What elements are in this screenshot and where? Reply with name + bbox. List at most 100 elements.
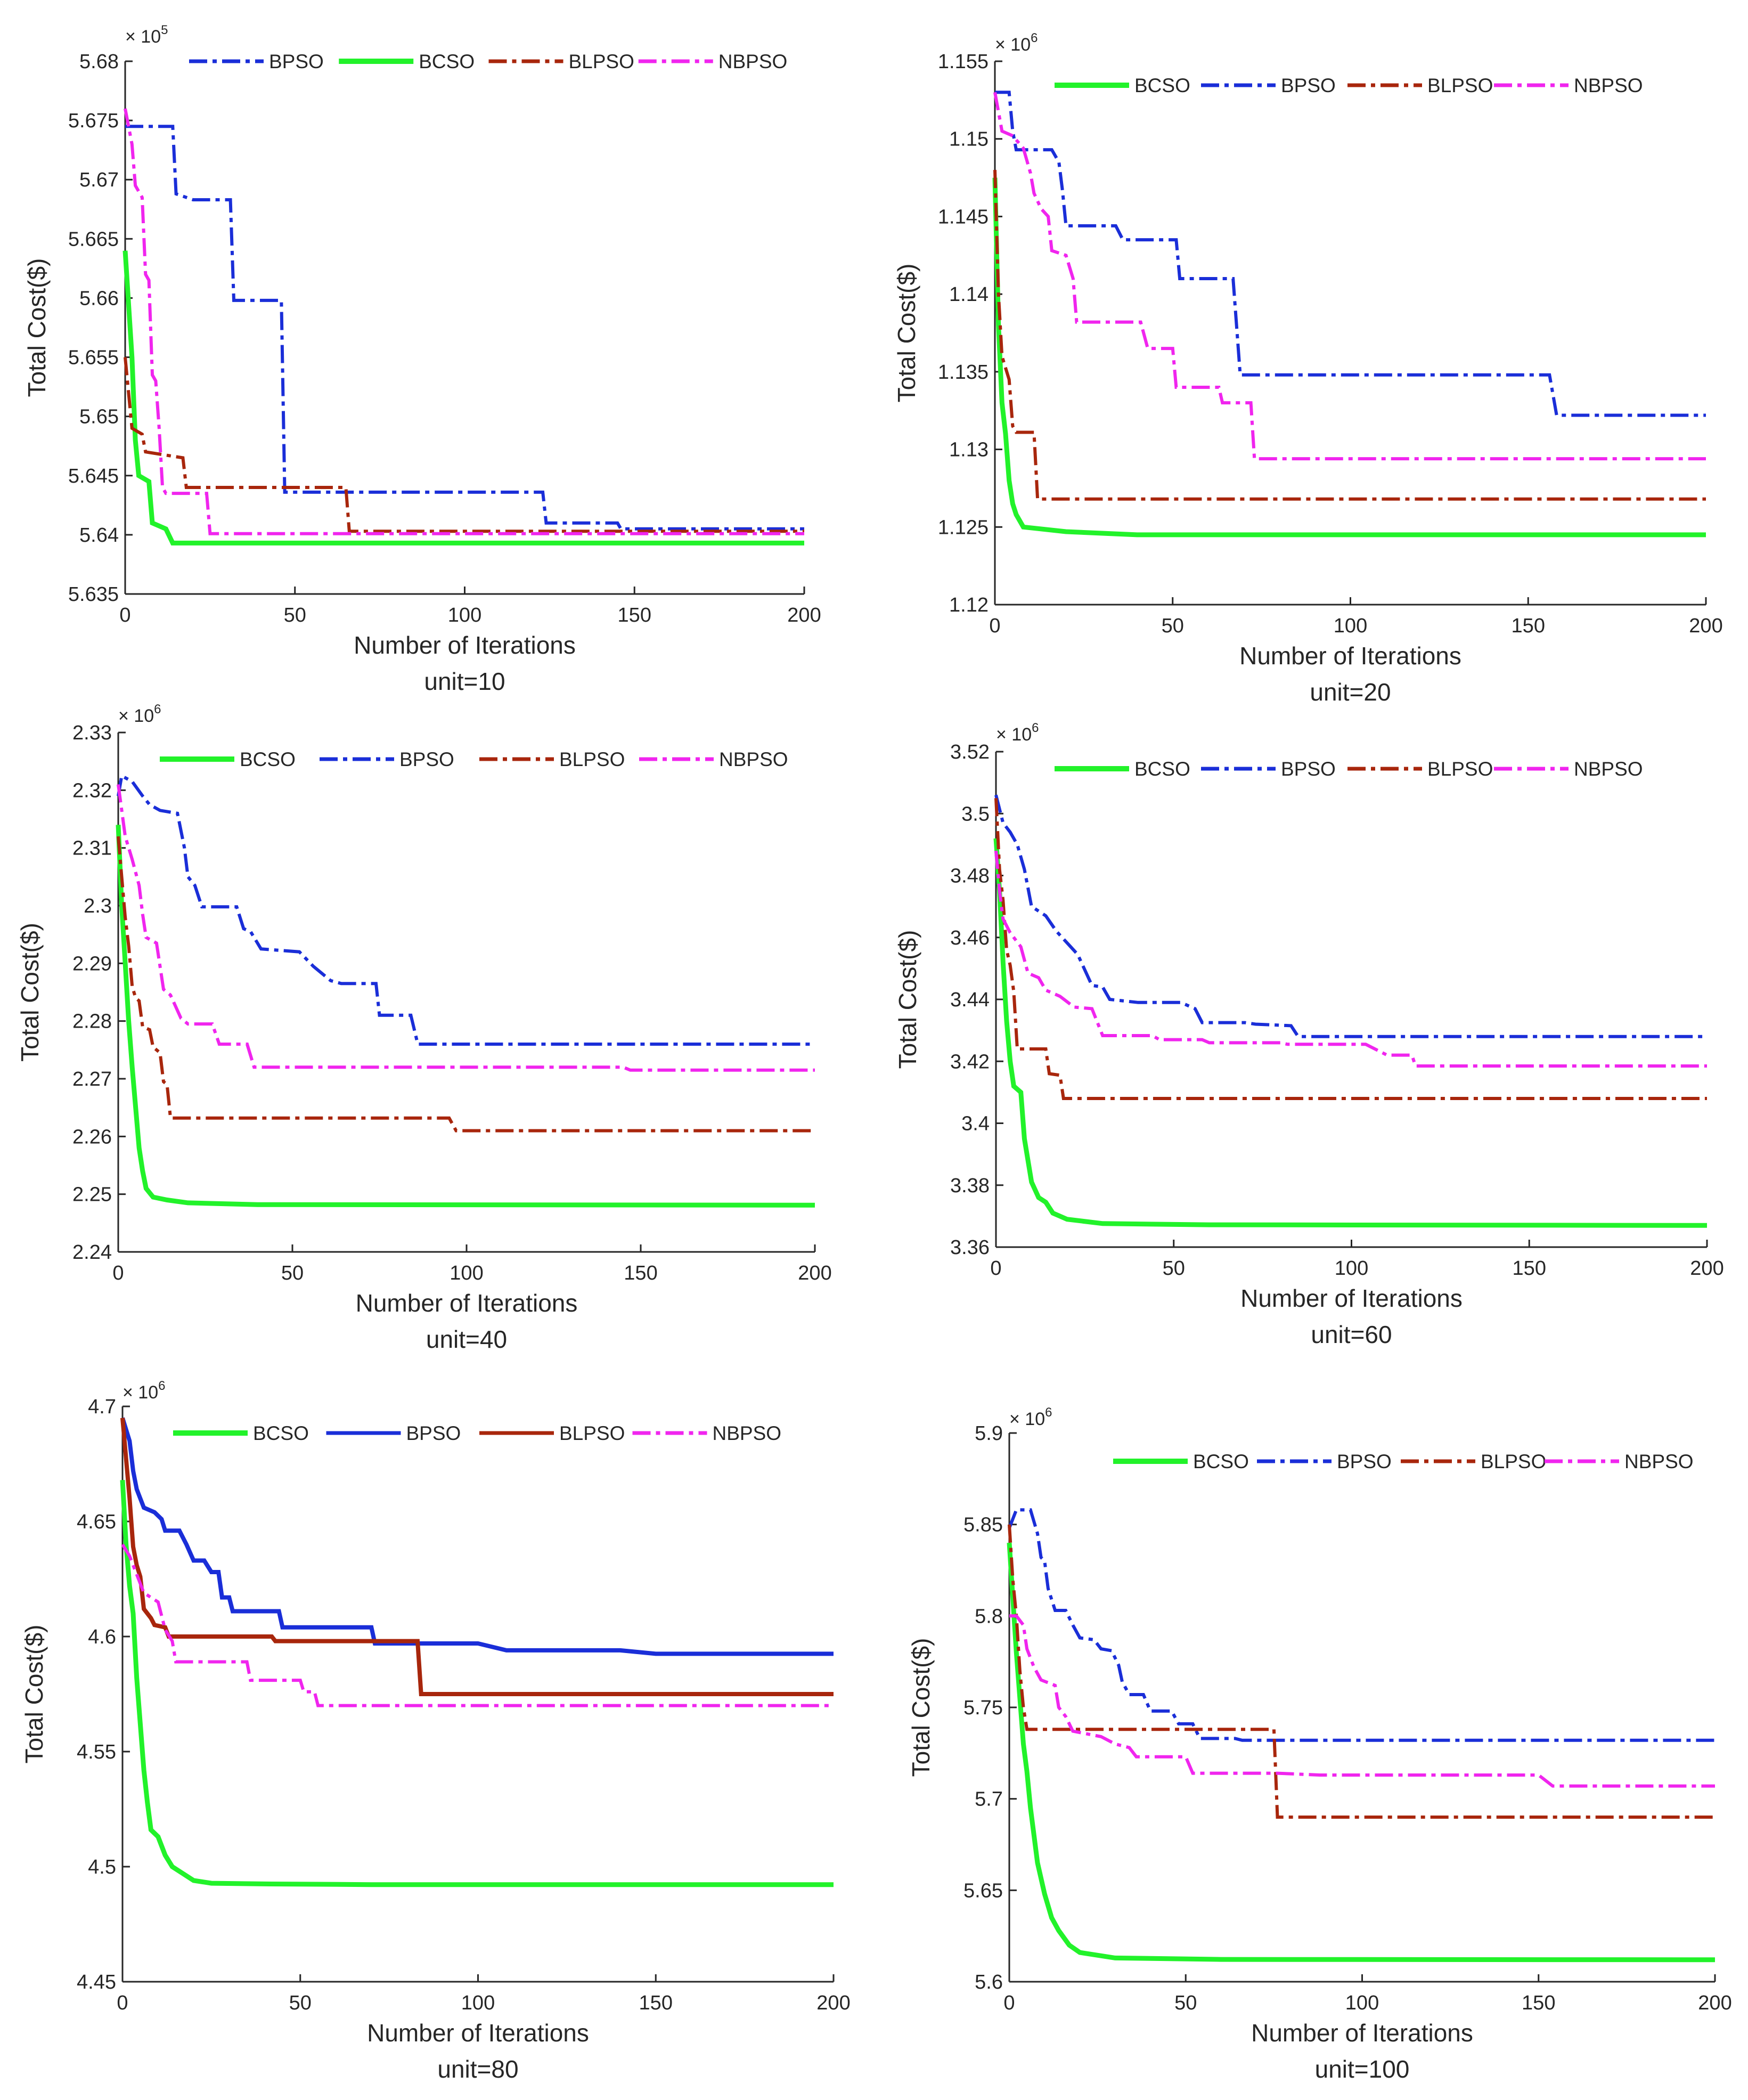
series-line-blpso bbox=[117, 836, 815, 1133]
axis-multiplier: × 106 bbox=[996, 721, 1039, 745]
y-axis-label: Total Cost($) bbox=[23, 258, 51, 397]
y-tick-label: 5.655 bbox=[68, 347, 119, 369]
y-tick-label: 2.29 bbox=[72, 953, 112, 975]
y-tick-label: 5.64 bbox=[79, 524, 119, 547]
x-axis-label: Number of Iterations bbox=[367, 2019, 589, 2047]
legend-label-nbpso: NBPSO bbox=[1574, 758, 1643, 780]
y-tick-label: 1.155 bbox=[938, 51, 989, 73]
y-axis-label: Total Cost($) bbox=[894, 930, 921, 1069]
x-tick-label: 100 bbox=[448, 604, 481, 626]
y-tick-label: 3.4 bbox=[961, 1113, 990, 1135]
series-line-blpso bbox=[120, 1418, 834, 1696]
y-tick-label: 5.8 bbox=[975, 1605, 1003, 1627]
y-tick-label: 4.7 bbox=[88, 1396, 116, 1418]
legend-label-blpso: BLPSO bbox=[1427, 75, 1493, 96]
y-tick-label: 1.135 bbox=[938, 361, 989, 384]
y-tick-label: 5.6 bbox=[975, 1971, 1003, 1993]
x-axis-label: Number of Iterations bbox=[1251, 2019, 1473, 2047]
axis-multiplier: × 106 bbox=[1009, 1405, 1052, 1429]
y-tick-label: 3.36 bbox=[950, 1236, 990, 1259]
legend-label-nbpso: NBPSO bbox=[1624, 1451, 1694, 1472]
y-tick-label: 3.42 bbox=[950, 1051, 990, 1073]
x-tick-label: 150 bbox=[1522, 1992, 1555, 2014]
x-tick-label: 150 bbox=[624, 1262, 657, 1284]
series-line-bpso bbox=[994, 794, 1707, 1038]
y-tick-label: 5.66 bbox=[79, 287, 119, 310]
series-line-blpso bbox=[993, 169, 1706, 501]
y-tick-label: 2.28 bbox=[72, 1011, 112, 1033]
legend-label-nbpso: NBPSO bbox=[719, 748, 788, 770]
chart-panel: 0 50 100 150 2005.6355.645.6455.655.6555.665… bbox=[23, 23, 821, 695]
y-tick-label: 2.25 bbox=[72, 1184, 112, 1206]
y-tick-label: 2.33 bbox=[72, 722, 112, 744]
y-axis-label: Total Cost($) bbox=[16, 923, 44, 1062]
series-line-bcso bbox=[122, 250, 804, 546]
y-tick-label: 3.48 bbox=[950, 865, 990, 888]
x-tick-label: 0 bbox=[119, 604, 130, 626]
legend-label-bcso: BCSO bbox=[1193, 1451, 1249, 1472]
x-tick-label: 50 bbox=[1163, 1257, 1185, 1280]
x-tick-label: 0 bbox=[990, 1257, 1001, 1280]
y-tick-label: 1.125 bbox=[938, 516, 989, 539]
legend-label-blpso: BLPSO bbox=[1427, 758, 1493, 780]
axis-multiplier: × 106 bbox=[122, 1379, 165, 1403]
panel-caption: unit=80 bbox=[437, 2055, 518, 2083]
legend-label-nbpso: NBPSO bbox=[1574, 75, 1643, 96]
legend-label-bcso: BCSO bbox=[1134, 75, 1190, 96]
y-tick-label: 1.15 bbox=[949, 128, 989, 151]
y-tick-label: 3.46 bbox=[950, 927, 990, 949]
series-line-nbpso bbox=[117, 784, 815, 1072]
x-tick-label: 100 bbox=[1335, 1257, 1368, 1280]
y-tick-label: 4.6 bbox=[88, 1626, 116, 1648]
y-axis-label: Total Cost($) bbox=[20, 1625, 48, 1764]
series-line-bpso bbox=[117, 773, 815, 1046]
series-line-bcso bbox=[993, 838, 1708, 1228]
y-tick-label: 2.32 bbox=[72, 779, 112, 802]
x-tick-label: 150 bbox=[1512, 615, 1545, 637]
x-tick-label: 200 bbox=[1690, 1257, 1724, 1280]
series-line-nbpso bbox=[1009, 1614, 1715, 1788]
x-tick-label: 50 bbox=[1162, 615, 1184, 637]
legend-label-blpso: BLPSO bbox=[569, 51, 634, 72]
x-tick-label: 100 bbox=[1345, 1992, 1379, 2014]
y-tick-label: 5.65 bbox=[79, 406, 119, 428]
legend-label-bcso: BCSO bbox=[1134, 758, 1190, 780]
panel-caption: unit=40 bbox=[426, 1325, 507, 1353]
series-line-nbpso bbox=[124, 108, 804, 535]
x-tick-label: 200 bbox=[787, 604, 821, 626]
legend-label-blpso: BLPSO bbox=[559, 748, 625, 770]
series-line-nbpso bbox=[121, 1543, 834, 1707]
legend-label-bcso: BCSO bbox=[240, 748, 296, 770]
y-tick-label: 2.24 bbox=[72, 1241, 112, 1264]
x-tick-label: 200 bbox=[1698, 1992, 1731, 2014]
series-line-bpso bbox=[125, 125, 804, 531]
x-axis-label: Number of Iterations bbox=[1239, 642, 1461, 670]
x-tick-label: 200 bbox=[798, 1262, 831, 1284]
chart-panel: 0 50 100 150 200 1.12 1.125 1.13 1.135 1.14 1.145 1… bbox=[893, 31, 1723, 706]
x-tick-label: 200 bbox=[816, 1992, 850, 2014]
legend-label-nbpso: NBPSO bbox=[713, 1422, 782, 1444]
x-tick-label: 0 bbox=[112, 1262, 124, 1284]
x-tick-label: 0 bbox=[989, 615, 1000, 637]
y-tick-label: 1.13 bbox=[949, 439, 989, 461]
series-line-bpso bbox=[995, 91, 1706, 417]
y-tick-label: 4.5 bbox=[88, 1856, 116, 1878]
y-tick-label: 2.27 bbox=[72, 1068, 112, 1090]
axis-multiplier: × 105 bbox=[125, 23, 168, 47]
y-tick-label: 1.14 bbox=[949, 283, 989, 306]
x-tick-label: 0 bbox=[117, 1992, 128, 2014]
y-tick-label: 5.9 bbox=[975, 1422, 1003, 1445]
chart-panel: 0 50 100 150 200 3.36 3.38 3.4 3.42 3.44 3.46 3.48 3… bbox=[894, 721, 1724, 1348]
legend-label-bcso: BCSO bbox=[419, 51, 475, 72]
y-tick-label: 5.68 bbox=[79, 51, 119, 73]
y-tick-label: 5.675 bbox=[68, 110, 119, 132]
series-line-bpso bbox=[120, 1417, 834, 1656]
y-tick-label: 4.45 bbox=[77, 1971, 116, 1993]
series-line-nbpso bbox=[994, 850, 1707, 1068]
panel-caption: unit=100 bbox=[1315, 2055, 1410, 2083]
x-tick-label: 50 bbox=[284, 604, 306, 626]
y-tick-label: 3.52 bbox=[950, 741, 990, 763]
y-tick-label: 5.645 bbox=[68, 465, 119, 487]
x-axis-label: Number of Iterations bbox=[356, 1289, 578, 1317]
